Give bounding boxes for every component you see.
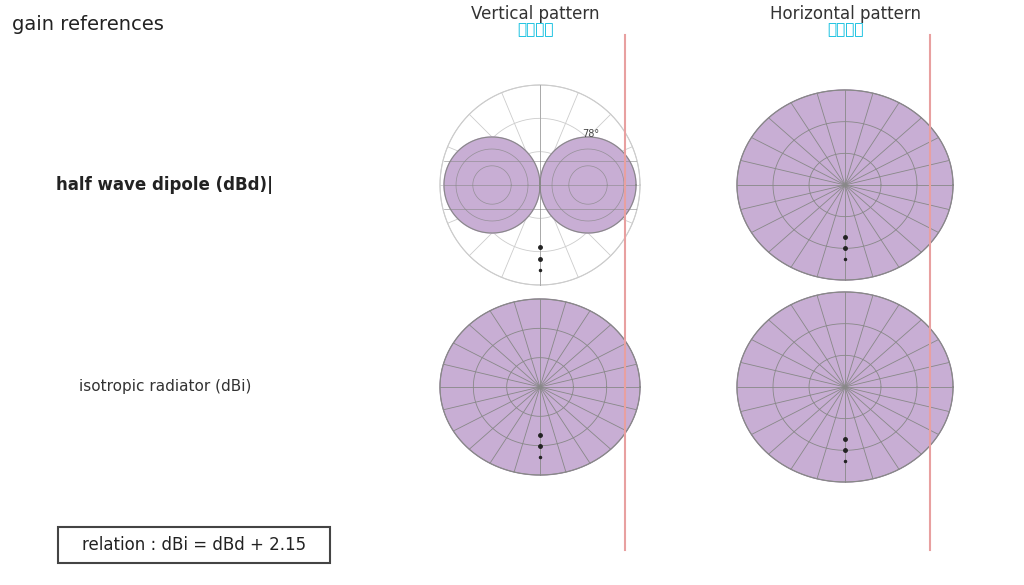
Polygon shape [737, 292, 953, 482]
Text: isotropic radiator (dBi): isotropic radiator (dBi) [79, 380, 251, 394]
FancyBboxPatch shape [58, 527, 330, 563]
Text: gain references: gain references [12, 15, 164, 34]
Text: 水平图案: 水平图案 [826, 22, 863, 37]
Text: 垂直图案: 垂直图案 [517, 22, 553, 37]
Text: Vertical pattern: Vertical pattern [471, 5, 599, 23]
Text: 78°: 78° [582, 129, 599, 139]
Polygon shape [737, 90, 953, 280]
Polygon shape [444, 137, 636, 233]
Polygon shape [440, 299, 640, 475]
Text: relation : dBi = dBd + 2.15: relation : dBi = dBd + 2.15 [82, 536, 306, 554]
Text: Horizontal pattern: Horizontal pattern [769, 5, 921, 23]
Text: half wave dipole (dBd)|: half wave dipole (dBd)| [56, 176, 273, 194]
